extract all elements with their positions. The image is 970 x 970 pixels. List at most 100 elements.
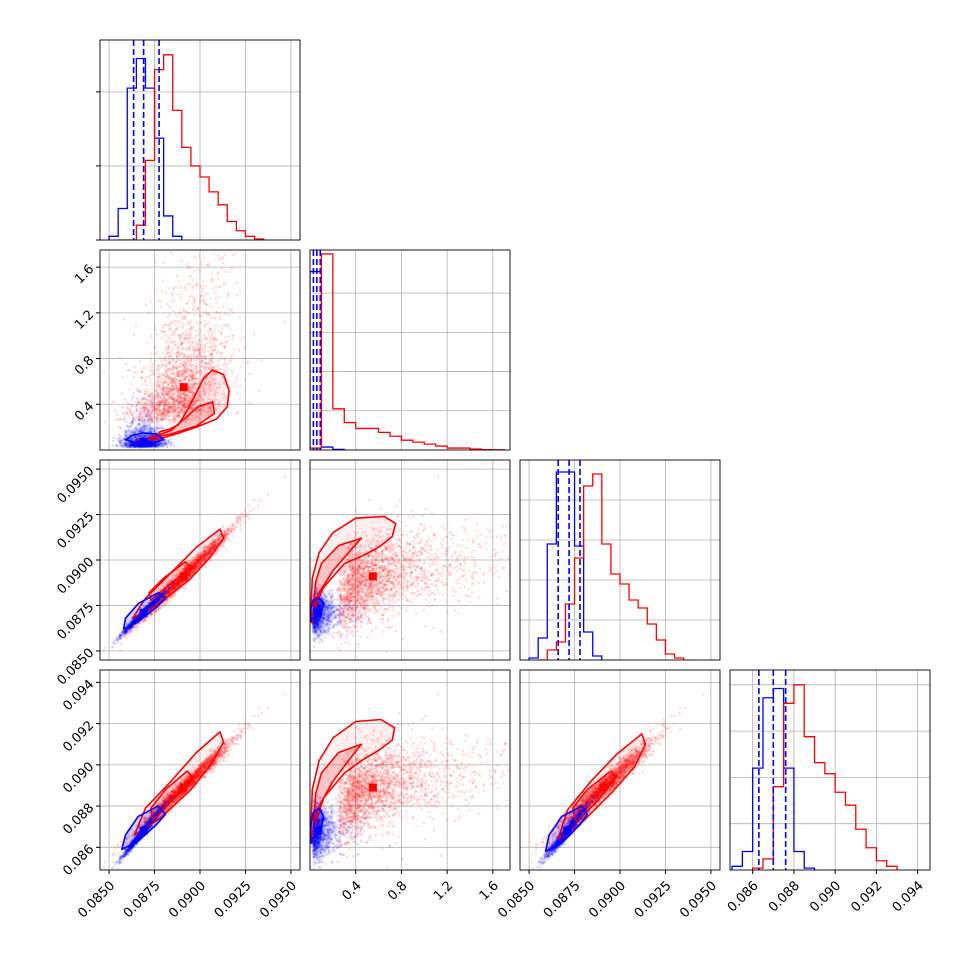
red-sample-point [139, 400, 142, 403]
red-sample-point [140, 415, 144, 419]
red-sample-point [137, 397, 141, 400]
red-sample-point [176, 389, 179, 393]
red-sample-point [170, 405, 174, 408]
red-sample-point [178, 378, 181, 382]
red-sample-point [160, 398, 163, 401]
red-sample-point [138, 412, 142, 416]
red-sample-point [191, 374, 194, 377]
red-sample-point [206, 397, 210, 400]
red-sample-point [194, 398, 198, 402]
red-sample-point [223, 345, 226, 349]
red-sample-point [179, 232, 182, 235]
red-sample-point [197, 353, 200, 357]
red-sample-point [164, 401, 168, 404]
red-sample-point [128, 409, 132, 413]
red-sample-point [149, 378, 152, 381]
red-sample-point [157, 401, 160, 404]
red-sample-point [165, 368, 169, 372]
red-sample-point [193, 391, 196, 394]
red-sample-point [183, 402, 186, 406]
red-sample-point [157, 385, 161, 389]
red-sample-point [162, 400, 166, 404]
red-sample-point [180, 403, 183, 407]
red-sample-point [198, 394, 202, 397]
red-sample-point [181, 400, 185, 404]
red-sample-point [140, 369, 143, 373]
red-sample-point [209, 352, 212, 356]
red-sample-point [194, 334, 198, 338]
red-sample-point [197, 243, 200, 246]
red-sample-point [207, 410, 211, 413]
red-sample-point [150, 393, 154, 397]
red-sample-point [169, 337, 173, 340]
red-sample-point [193, 347, 197, 351]
blue-sample-point [112, 436, 116, 440]
red-sample-point [172, 399, 176, 402]
red-sample-point [143, 392, 146, 396]
red-sample-point [167, 387, 171, 390]
red-sample-point [178, 411, 182, 414]
red-sample-point [210, 367, 213, 371]
red-sample-point [205, 338, 209, 341]
red-sample-point [191, 372, 195, 376]
red-sample-point [167, 286, 170, 290]
red-sample-point [208, 200, 211, 203]
red-sample-point [172, 410, 176, 414]
red-sample-point [183, 353, 186, 357]
red-sample-point [195, 307, 199, 311]
red-sample-point [175, 326, 179, 330]
red-sample-point [161, 389, 165, 393]
red-sample-point [208, 374, 211, 378]
red-sample-point [168, 412, 171, 415]
red-sample-point [169, 322, 173, 325]
red-sample-point [183, 401, 186, 405]
red-sample-point [160, 377, 163, 380]
red-sample-point [193, 381, 196, 385]
red-sample-point [184, 337, 188, 341]
red-sample-point [141, 403, 144, 406]
red-sample-point [191, 369, 194, 373]
red-sample-point [176, 387, 179, 391]
red-sample-point [184, 376, 188, 380]
red-sample-point [231, 338, 234, 341]
red-sample-point [179, 400, 183, 404]
red-sample-point [162, 385, 165, 389]
red-sample-point [185, 368, 189, 372]
red-sample-point [165, 370, 168, 373]
red-sample-point [208, 327, 212, 330]
red-sample-point [192, 296, 196, 299]
red-sample-point [150, 334, 153, 338]
red-sample-point [197, 313, 200, 317]
red-sample-point [170, 388, 173, 391]
red-sample-point [238, 392, 242, 395]
red-sample-point [196, 342, 199, 346]
red-sample-point [201, 337, 204, 341]
red-sample-point [177, 393, 180, 397]
red-sample-point [190, 391, 193, 394]
blue-sample-point [147, 409, 151, 412]
red-sample-point [143, 406, 147, 409]
red-sample-point [178, 396, 182, 400]
red-sample-point [189, 319, 192, 323]
red-sample-point [192, 392, 195, 396]
blue-sample-point [154, 328, 157, 332]
red-sample-point [177, 416, 180, 420]
red-sample-point [163, 386, 167, 389]
red-sample-point [176, 387, 180, 391]
red-sample-point [178, 391, 181, 394]
red-sample-point [224, 402, 228, 406]
red-sample-point [194, 380, 198, 383]
red-sample-point [186, 370, 190, 374]
red-sample-point [246, 512, 250, 515]
red-sample-point [226, 378, 230, 382]
red-sample-point [180, 411, 183, 414]
red-sample-point [198, 350, 202, 353]
red-sample-point [230, 372, 234, 375]
red-sample-point [173, 352, 177, 355]
red-sample-point [214, 73, 217, 76]
red-sample-point [179, 411, 182, 415]
red-sample-point [186, 267, 190, 270]
red-sample-point [150, 420, 153, 423]
red-sample-point [159, 401, 163, 405]
red-sample-point [176, 371, 179, 374]
